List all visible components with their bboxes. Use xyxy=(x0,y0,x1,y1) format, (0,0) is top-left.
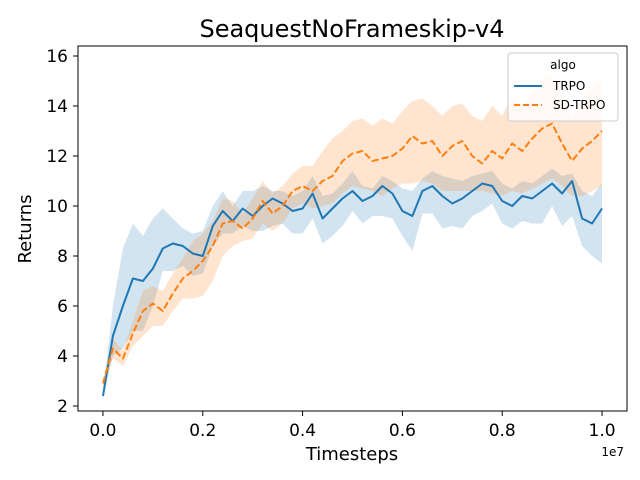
y-tick-label: 2 xyxy=(57,397,68,417)
x-axis-offset-label: 1e7 xyxy=(601,445,624,459)
x-tick-label: 0.6 xyxy=(389,421,416,441)
legend-label-trpo: TRPO xyxy=(552,79,585,93)
y-tick-label: 8 xyxy=(57,247,68,267)
x-tick-label: 0.0 xyxy=(89,421,116,441)
legend: algo TRPO SD-TRPO xyxy=(507,52,619,122)
y-tick-label: 4 xyxy=(57,347,68,367)
y-tick-label: 14 xyxy=(46,97,68,117)
band-trpo xyxy=(103,168,602,399)
confidence-bands xyxy=(103,76,602,399)
x-tick-label: 0.2 xyxy=(189,421,216,441)
legend-title: algo xyxy=(550,58,576,72)
band-sd-trpo xyxy=(103,76,602,389)
series-lines xyxy=(102,122,603,397)
y-tick-label: 10 xyxy=(46,197,68,217)
line-trpo xyxy=(102,180,603,397)
plot-frame xyxy=(77,45,628,412)
y-axis-ticks: 2 4 6 8 10 12 14 16 xyxy=(46,47,78,417)
line-sd-trpo xyxy=(102,122,603,384)
y-tick-label: 12 xyxy=(46,147,68,167)
x-tick-label: 0.8 xyxy=(489,421,516,441)
x-tick-label: 1.0 xyxy=(589,421,616,441)
chart-title: SeaquestNoFrameskip-v4 xyxy=(199,15,504,43)
legend-label-sd-trpo: SD-TRPO xyxy=(553,98,605,112)
x-axis-ticks: 0.0 0.2 0.4 0.6 0.8 1.0 xyxy=(89,411,616,441)
y-tick-label: 6 xyxy=(57,297,68,317)
x-axis-label: Timesteps xyxy=(305,444,398,465)
y-axis-label: Returns xyxy=(15,194,36,263)
y-tick-label: 16 xyxy=(46,47,68,67)
x-tick-label: 0.4 xyxy=(289,421,316,441)
